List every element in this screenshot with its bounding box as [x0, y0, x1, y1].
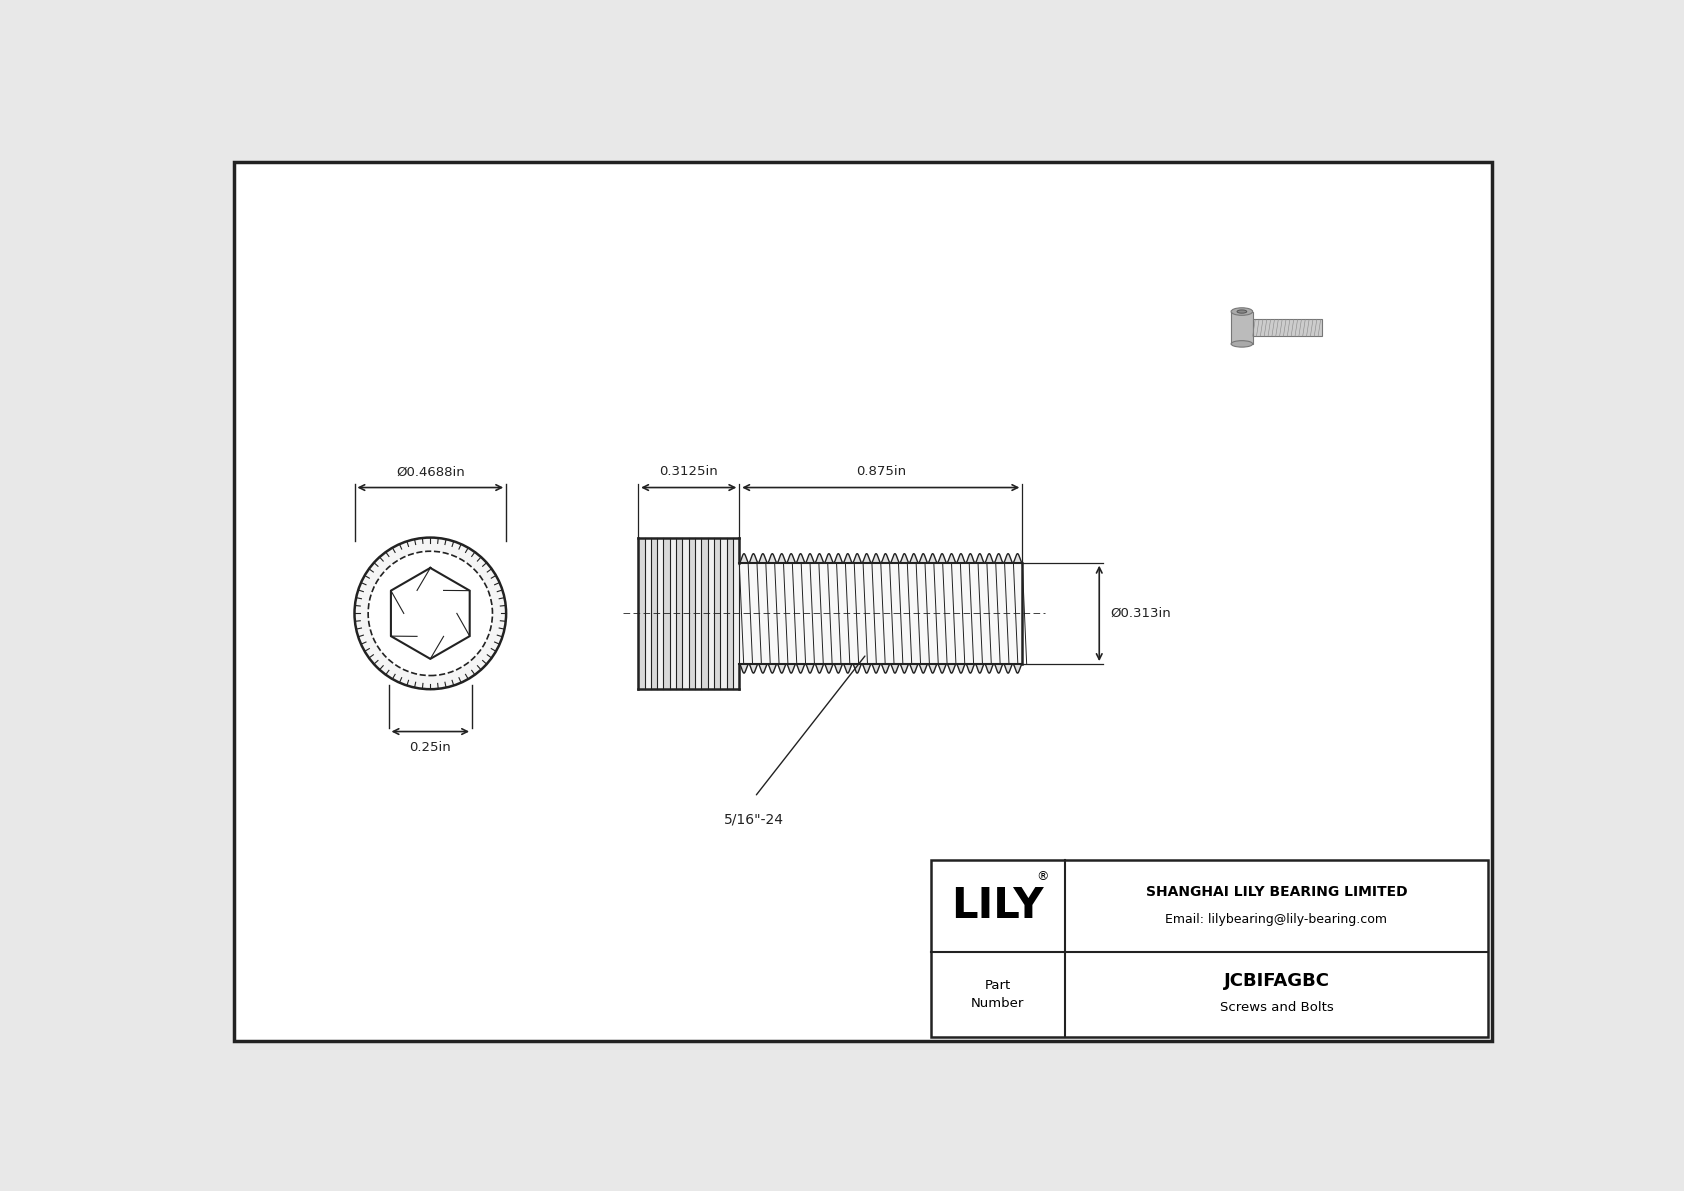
Text: Screws and Bolts: Screws and Bolts	[1219, 1000, 1334, 1014]
Bar	[663, 537, 670, 690]
Bar	[657, 537, 663, 690]
Ellipse shape	[1231, 307, 1253, 316]
Text: SHANGHAI LILY BEARING LIMITED: SHANGHAI LILY BEARING LIMITED	[1145, 885, 1408, 899]
Bar	[670, 537, 675, 690]
Bar	[733, 537, 739, 690]
Bar	[1253, 319, 1322, 336]
Bar	[695, 537, 701, 690]
Bar	[931, 860, 1489, 1037]
Text: 0.3125in: 0.3125in	[660, 466, 717, 479]
Ellipse shape	[1231, 341, 1253, 347]
Bar	[682, 537, 689, 690]
Text: JCBIFAGBC: JCBIFAGBC	[1224, 972, 1329, 990]
Bar	[638, 537, 739, 690]
Text: Email: lilybearing@lily-bearing.com: Email: lilybearing@lily-bearing.com	[1165, 913, 1388, 927]
Bar	[701, 537, 707, 690]
Text: 0.875in: 0.875in	[855, 466, 906, 479]
Text: ®: ®	[1036, 871, 1049, 883]
Bar	[645, 537, 650, 690]
Text: 5/16"-24: 5/16"-24	[724, 812, 783, 827]
Bar	[650, 537, 657, 690]
Bar	[726, 537, 733, 690]
Text: 0.25in: 0.25in	[409, 741, 451, 754]
Bar	[707, 537, 714, 690]
Ellipse shape	[1238, 310, 1246, 313]
Circle shape	[369, 551, 492, 675]
Bar	[675, 537, 682, 690]
Text: Ø0.4688in: Ø0.4688in	[396, 466, 465, 479]
Circle shape	[355, 537, 507, 690]
Bar	[721, 537, 726, 690]
Bar	[739, 563, 1022, 665]
Text: Ø0.313in: Ø0.313in	[1111, 607, 1172, 619]
Bar	[689, 537, 695, 690]
Text: Part
Number: Part Number	[972, 979, 1024, 1010]
Bar	[638, 537, 645, 690]
Bar	[714, 537, 721, 690]
Text: LILY: LILY	[951, 885, 1044, 927]
Bar	[1231, 312, 1253, 344]
